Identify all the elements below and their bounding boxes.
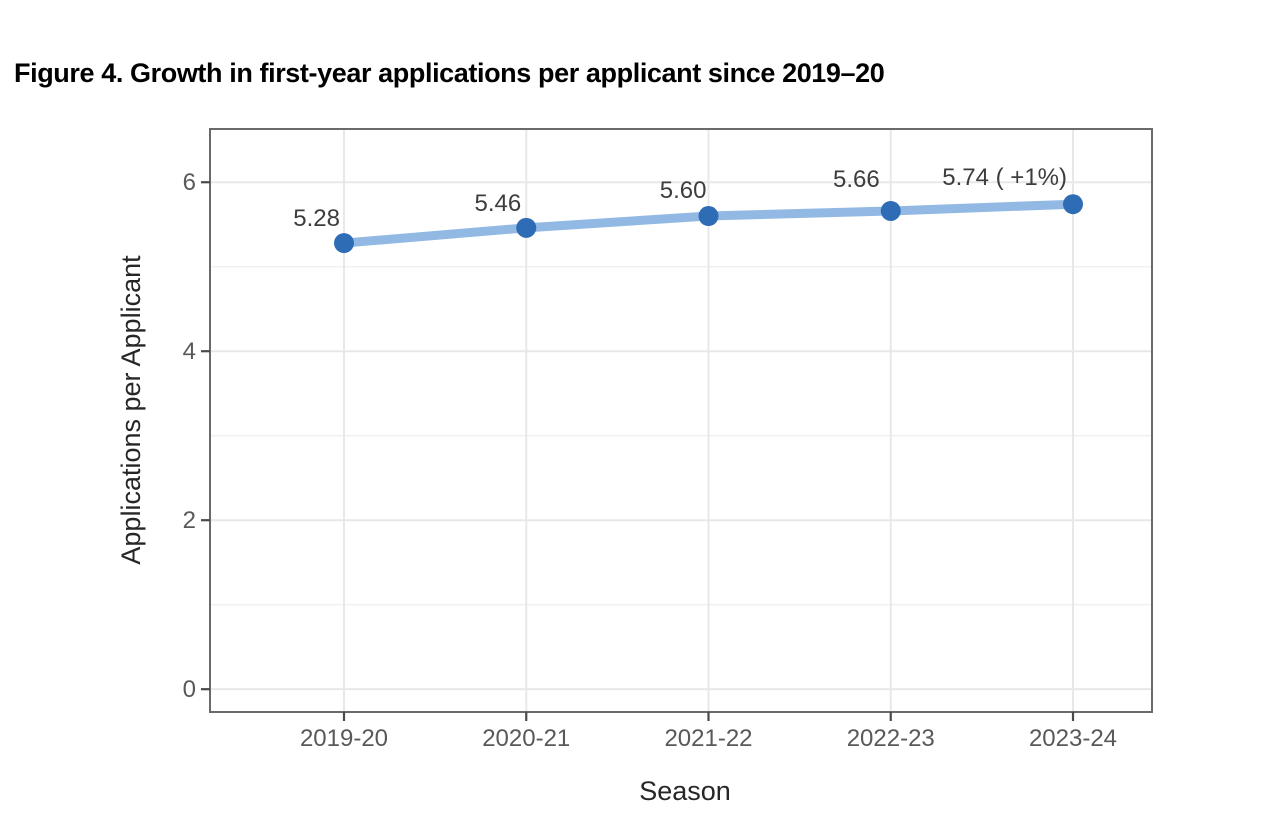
data-point-label: 5.74 ( +1%)	[942, 164, 1067, 191]
y-tick-label: 0	[183, 676, 196, 703]
data-point-label: 5.60	[660, 177, 707, 204]
x-tick-label: 2023-24	[1029, 725, 1117, 752]
data-point-label: 5.66	[833, 166, 880, 193]
x-tick-label: 2021-22	[664, 725, 752, 752]
x-tick-label: 2020-21	[482, 725, 570, 752]
data-point	[880, 200, 901, 221]
x-tick-label: 2019-20	[300, 725, 388, 752]
y-tick-label: 6	[183, 169, 196, 196]
x-tick-label: 2022-23	[847, 725, 935, 752]
data-point	[1063, 194, 1083, 215]
data-point	[334, 233, 354, 254]
x-axis-title: Season	[639, 776, 731, 806]
figure-title: Figure 4. Growth in first-year applicati…	[14, 58, 885, 88]
y-tick-label: 4	[183, 338, 196, 365]
data-point	[516, 217, 537, 238]
data-point-label: 5.28	[293, 205, 340, 232]
y-axis-title: Applications per Applicant	[116, 255, 146, 565]
data-point	[698, 206, 719, 227]
y-tick-label: 2	[183, 507, 196, 534]
panel-border	[209, 128, 1153, 713]
data-point-label: 5.46	[475, 190, 522, 217]
